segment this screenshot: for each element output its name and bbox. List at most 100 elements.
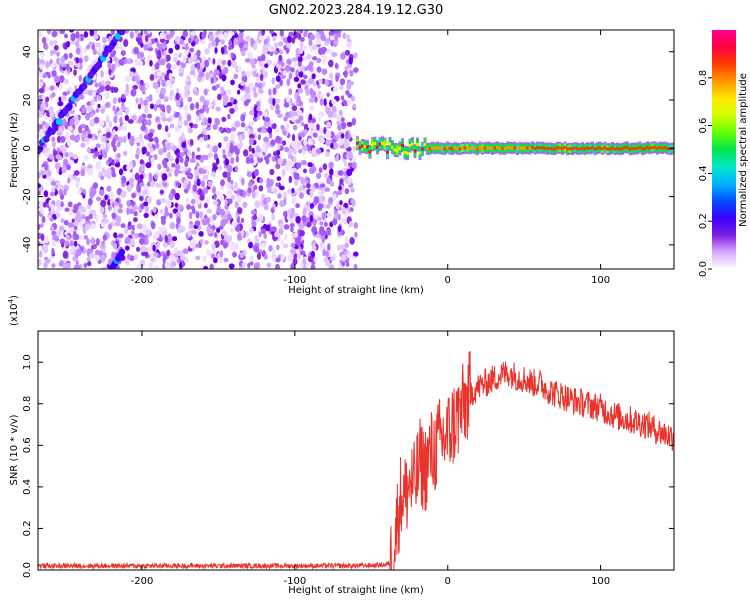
spectrogram-noise-dot: [229, 227, 235, 233]
spectrogram-noise-dot: [118, 59, 123, 66]
spectrogram-noise-dot: [257, 110, 263, 116]
spectrogram-noise-dot: [307, 255, 314, 263]
spectrogram-noise-dot: [125, 236, 131, 244]
spectrogram-noise-dot: [285, 123, 290, 132]
spectrogram-noise-dot: [239, 189, 244, 197]
spectrogram-noise-dot: [144, 81, 149, 90]
spectrogram-noise-dot: [286, 58, 292, 66]
spectrogram-noise-dot: [317, 116, 321, 122]
spectrogram-ridge-core: [401, 143, 404, 147]
spectrogram-noise-dot: [178, 67, 185, 74]
spectrogram-noise-dot: [182, 30, 188, 38]
spectrogram-noise-dot: [212, 58, 216, 65]
spectrogram-noise-dot: [149, 103, 155, 110]
spectrogram-noise-dot: [40, 208, 44, 215]
spectrogram-ridge-core: [368, 150, 372, 154]
spectrogram-noise-dot: [311, 147, 317, 155]
spectrogram-noise-dot: [234, 165, 239, 173]
snr-y-tick-label: 0.2: [22, 520, 33, 536]
spectrogram-noise-dot: [255, 145, 261, 153]
spectrogram-noise-dot: [325, 130, 331, 138]
spectrogram-noise-dot: [130, 88, 137, 97]
spectrogram-noise-dot: [101, 79, 105, 87]
spectrogram-noise-dot: [161, 117, 167, 122]
spectrogram-noise-dot: [314, 256, 318, 264]
spectrogram-ridge-core: [536, 146, 539, 150]
spectrogram-noise-dot: [92, 49, 97, 55]
spectrogram-noise-dot: [333, 170, 339, 178]
spectrogram-noise-dot: [289, 223, 295, 228]
spectrogram-noise-dot: [275, 257, 281, 263]
spectrogram-noise-dot: [323, 221, 328, 227]
spectrogram-noise-dot: [287, 188, 291, 195]
spectrogram-noise-dot: [233, 37, 239, 46]
snr-y-tick-label: 0.8: [22, 396, 33, 412]
spectrogram-noise-dot: [166, 106, 171, 114]
spectrogram-noise-dot: [169, 240, 175, 249]
spectrogram-noise-dot: [87, 261, 92, 267]
spectrogram-noise-dot: [211, 85, 218, 91]
spectrogram-noise-dot: [95, 108, 100, 113]
spectrogram-noise-dot: [322, 249, 327, 257]
spectrogram-noise-dot: [94, 116, 100, 124]
spectrogram-noise-dot: [252, 70, 257, 77]
spectrogram-noise-dot: [306, 64, 312, 69]
spectrogram-noise-dot: [283, 224, 290, 230]
spectrogram-ridge-core: [613, 147, 617, 151]
spectrogram-noise-dot: [57, 135, 61, 143]
spectrogram-noise-dot: [299, 192, 304, 199]
spectrogram-noise-dot: [53, 44, 59, 51]
spectrogram-noise-dot: [217, 93, 222, 101]
spectrogram-noise-dot: [139, 182, 145, 187]
spectrogram-noise-dot: [39, 81, 44, 87]
spectrogram-noise-dot: [121, 93, 126, 99]
spectrogram-noise-dot: [252, 86, 257, 93]
spectrogram-noise-dot: [283, 102, 290, 108]
spectrogram-noise-dot: [160, 104, 165, 112]
spectrogram-ridge-core: [486, 146, 489, 150]
spectrogram-noise-dot: [353, 52, 358, 59]
spectrogram-noise-dot: [187, 149, 192, 158]
spectrogram-noise-dot: [168, 156, 174, 162]
spectrogram-noise-dot: [189, 47, 195, 53]
spectrogram-noise-dot: [164, 261, 170, 269]
spectrogram-ridge-core: [561, 147, 564, 151]
spectrogram-noise-dot: [190, 198, 196, 205]
spectrogram-noise-dot: [98, 46, 104, 54]
spectrogram-noise-dot: [145, 35, 149, 43]
spectrogram-noise-dot: [344, 49, 351, 56]
spectrogram-noise-dot: [251, 63, 256, 69]
spectrogram-noise-dot: [72, 154, 78, 160]
spectrogram-ridge-core: [641, 147, 644, 151]
spectrogram-y-tick-label: -20: [22, 188, 33, 204]
spectrogram-noise-dot: [63, 79, 69, 85]
spectrogram-noise-dot: [306, 53, 312, 60]
spectrogram-noise-dot: [140, 79, 144, 86]
spectrogram-streak-point: [66, 102, 73, 110]
spectrogram-noise-dot: [271, 156, 277, 162]
spectrogram-noise-dot: [192, 123, 198, 129]
spectrogram-noise-dot: [49, 111, 55, 118]
spectrogram-ridge-core: [466, 146, 469, 150]
spectrogram-noise-dot: [41, 216, 46, 223]
spectrogram-noise-dot: [43, 262, 48, 269]
spectrogram-noise-dot: [347, 99, 351, 106]
spectrogram-noise-dot: [331, 98, 337, 105]
spectrogram-noise-dot: [75, 47, 81, 55]
spectrogram-noise-dot: [147, 132, 154, 138]
spectrogram-noise-dot: [300, 79, 306, 85]
spectrogram-noise-dot: [277, 158, 284, 165]
spectrogram-noise-dot: [176, 251, 183, 256]
spectrogram-noise-dot: [91, 90, 96, 98]
spectrogram-noise-dot: [229, 107, 235, 114]
spectrogram-noise-dot: [272, 87, 277, 96]
spectrogram-ridge-core: [386, 150, 389, 154]
spectrogram-ridge-core: [581, 146, 584, 150]
spectrogram-noise-dot: [47, 73, 51, 79]
spectrogram-noise-dot: [152, 244, 156, 252]
spectrogram-y-tick-label: 0: [22, 145, 33, 151]
spectrogram-noise-dot: [290, 242, 296, 248]
spectrogram-noise-dot: [139, 51, 144, 59]
spectrogram-noise-dot: [65, 240, 70, 247]
spectrogram-noise-dot: [307, 207, 311, 213]
